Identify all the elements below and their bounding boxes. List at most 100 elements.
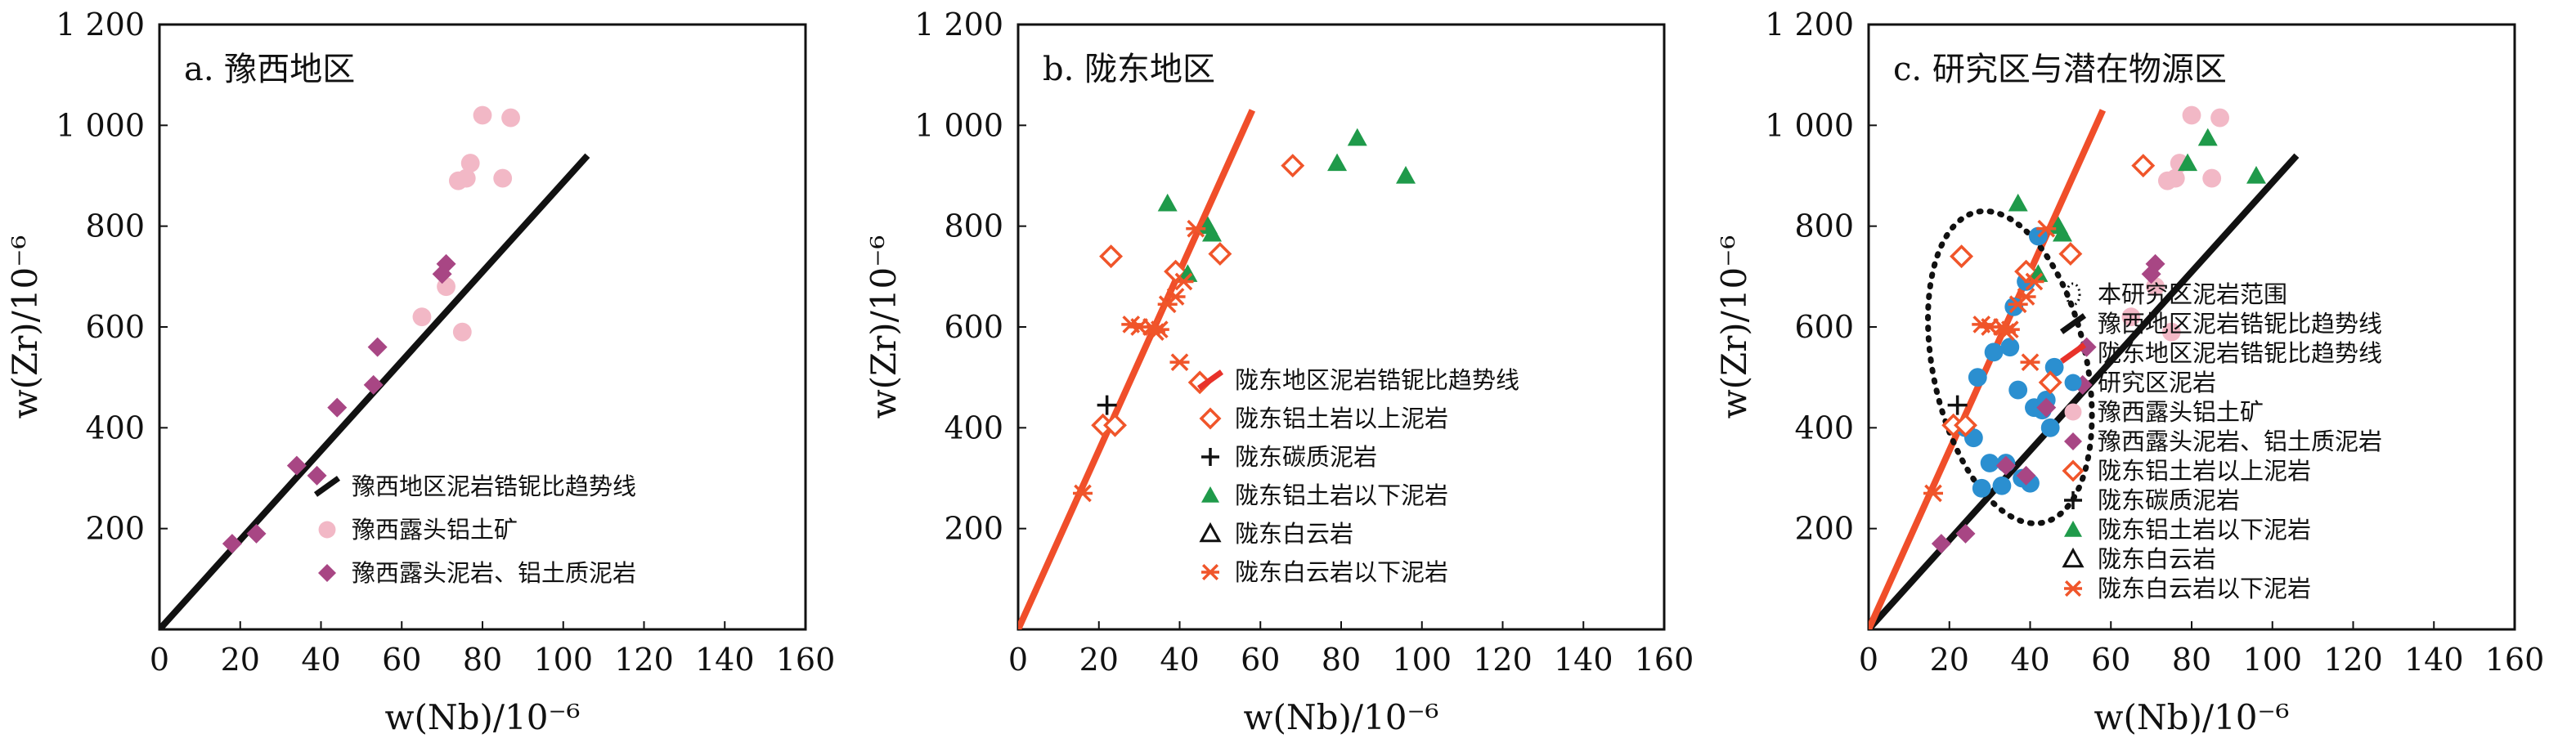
x-tick-label: 0 bbox=[1008, 642, 1028, 678]
data-point bbox=[1099, 244, 1124, 269]
data-point bbox=[473, 105, 492, 125]
data-point bbox=[1097, 395, 1117, 415]
x-tick-label: 80 bbox=[1322, 642, 1361, 678]
y-tick-label: 200 bbox=[85, 511, 145, 547]
data-point bbox=[412, 307, 432, 327]
data-point bbox=[2182, 105, 2201, 125]
chart-panel-1: 0 20 40 60 80 100 120 140 160 200 400 600 800 1 000 1 … bbox=[5, 7, 835, 737]
data-point bbox=[2016, 288, 2036, 306]
data-point bbox=[286, 455, 307, 476]
legend-marker bbox=[2062, 459, 2085, 482]
legend-label: 陇东碳质泥岩 bbox=[1235, 443, 1377, 471]
x-axis-label: w(Nb)/10⁻⁶ bbox=[385, 697, 581, 737]
trend-line bbox=[1869, 109, 2107, 629]
data-point bbox=[1073, 484, 1093, 503]
legend-label: 陇东铝土岩以下泥岩 bbox=[2098, 516, 2311, 544]
x-tick-label: 20 bbox=[221, 642, 260, 678]
data-point bbox=[363, 374, 384, 395]
legend-label: 豫西露头泥岩、铝土质泥岩 bbox=[2098, 427, 2382, 455]
data-point bbox=[1984, 342, 2004, 362]
data-point bbox=[1103, 413, 1127, 437]
x-tick-label: 60 bbox=[1241, 642, 1280, 678]
legend-label: 豫西地区泥岩锆铌比趋势线 bbox=[352, 472, 636, 500]
x-tick-label: 120 bbox=[1473, 642, 1533, 678]
data-point bbox=[2131, 154, 2156, 178]
data-point bbox=[2020, 353, 2040, 372]
data-point bbox=[452, 322, 472, 342]
legend-marker bbox=[318, 521, 336, 539]
data-point bbox=[501, 108, 520, 128]
legend-label: 本研究区泥岩范围 bbox=[2098, 280, 2287, 308]
data-point bbox=[2008, 380, 2028, 400]
x-tick-label: 80 bbox=[463, 642, 502, 678]
y-tick-label: 600 bbox=[944, 309, 1003, 345]
data-point bbox=[1327, 153, 1348, 172]
x-tick-label: 140 bbox=[695, 642, 755, 678]
data-point bbox=[436, 253, 456, 274]
x-tick-label: 160 bbox=[2485, 642, 2545, 678]
data-point bbox=[1950, 244, 1974, 269]
data-point bbox=[1174, 272, 1194, 291]
legend-label: 豫西露头铝土矿 bbox=[352, 516, 518, 544]
y-axis-label: w(Zr)/10⁻⁶ bbox=[1714, 235, 1754, 419]
data-point bbox=[2016, 465, 2036, 486]
data-point bbox=[1202, 223, 1222, 242]
y-tick-label: 600 bbox=[85, 309, 145, 345]
data-point bbox=[1991, 318, 2012, 336]
data-point bbox=[2210, 108, 2229, 128]
panel-title: b. 陇东地区 bbox=[1043, 51, 1215, 88]
legend-label: 陇东地区泥岩锆铌比趋势线 bbox=[2098, 339, 2382, 367]
legend-marker bbox=[2064, 521, 2082, 537]
plot-area bbox=[1018, 109, 1416, 629]
legend-line-swatch bbox=[313, 476, 341, 497]
legend-marker bbox=[2064, 580, 2082, 598]
y-tick-label: 1 200 bbox=[56, 7, 145, 43]
data-point bbox=[2076, 337, 2097, 357]
y-tick-label: 800 bbox=[944, 208, 1003, 244]
data-point bbox=[1396, 166, 1416, 184]
x-tick-label: 100 bbox=[1392, 642, 1452, 678]
data-point bbox=[1968, 368, 1987, 387]
legend-label: 陇东铝土岩以上泥岩 bbox=[1235, 405, 1448, 432]
data-point bbox=[367, 337, 388, 357]
x-tick-label: 20 bbox=[1930, 642, 1969, 678]
legend-label: 陇东铝土岩以上泥岩 bbox=[2098, 457, 2311, 485]
legend-marker bbox=[2062, 547, 2085, 568]
data-point bbox=[1995, 455, 2016, 476]
data-point bbox=[222, 534, 242, 554]
data-point bbox=[493, 168, 513, 188]
data-point bbox=[2000, 338, 2020, 357]
plot-area bbox=[1869, 105, 2300, 629]
panel-title: c. 研究区与潜在物源区 bbox=[1893, 51, 2227, 88]
data-point bbox=[1178, 264, 1198, 282]
legend-label: 陇东白云岩 bbox=[1235, 520, 1353, 548]
y-tick-label: 400 bbox=[1794, 410, 1854, 445]
legend-ellipse-swatch bbox=[2065, 282, 2081, 307]
legend-marker bbox=[1201, 563, 1219, 581]
y-tick-label: 1 000 bbox=[56, 107, 145, 143]
y-tick-label: 800 bbox=[1794, 208, 1854, 244]
data-point bbox=[307, 465, 327, 486]
x-tick-label: 40 bbox=[2010, 642, 2049, 678]
legend-line-swatch bbox=[2059, 313, 2087, 334]
y-tick-label: 400 bbox=[85, 410, 145, 445]
y-tick-label: 1 200 bbox=[1765, 7, 1854, 43]
data-point bbox=[1169, 353, 1190, 372]
data-point bbox=[2197, 128, 2218, 146]
data-point bbox=[1208, 242, 1232, 266]
legend-marker bbox=[1201, 448, 1219, 466]
legend-label: 陇东碳质泥岩 bbox=[2098, 486, 2240, 514]
x-tick-label: 80 bbox=[2172, 642, 2211, 678]
y-tick-label: 1 000 bbox=[914, 107, 1003, 143]
data-point bbox=[2024, 272, 2044, 291]
x-tick-label: 40 bbox=[1160, 642, 1199, 678]
legend-label: 豫西露头铝土矿 bbox=[2098, 398, 2264, 426]
legend-line-swatch bbox=[1196, 369, 1224, 391]
legend-label: 豫西露头泥岩、铝土质泥岩 bbox=[352, 559, 636, 587]
x-axis-label: w(Nb)/10⁻⁶ bbox=[2094, 697, 2290, 737]
data-point bbox=[2121, 307, 2141, 327]
x-tick-label: 100 bbox=[533, 642, 593, 678]
legend-marker bbox=[1199, 407, 1222, 430]
data-point bbox=[1186, 219, 1206, 238]
